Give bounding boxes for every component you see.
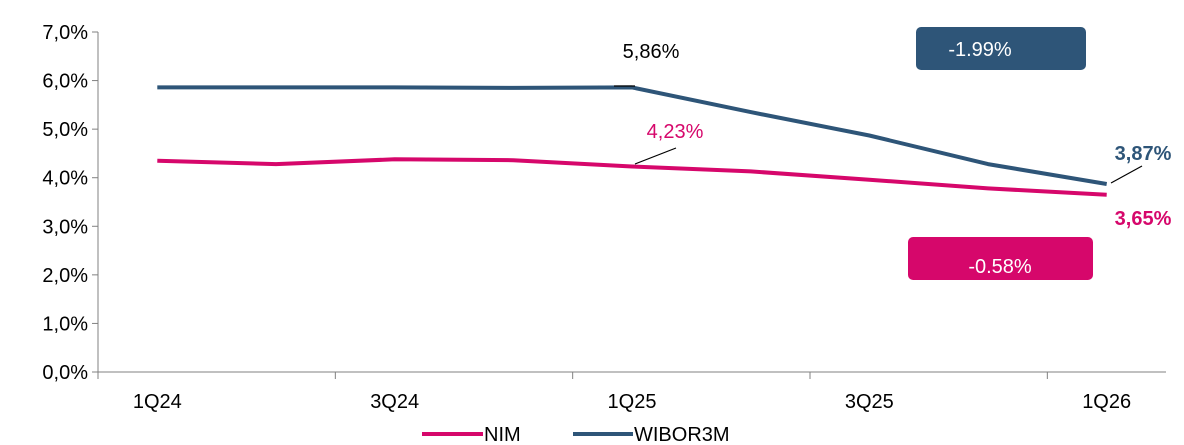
y-tick-label: 5,0% <box>42 119 88 141</box>
x-tick-label: 3Q25 <box>845 391 894 413</box>
legend-nim-label: NIM <box>484 424 521 445</box>
wibor-series-line <box>157 85 1108 186</box>
wibor-change-badge <box>916 27 1086 70</box>
y-tick-label: 6,0% <box>42 71 88 93</box>
wibor-end-label: 3,87% <box>1115 143 1172 165</box>
y-tick-label: 1,0% <box>42 313 88 335</box>
y-tick-label: 0,0% <box>42 362 88 384</box>
y-axis-ticks: 0,0% 1,0% 2,0% 3,0% 4,0% 5,0% 6,0% 7,0% <box>42 22 98 384</box>
nim-change-badge-text: -0.58% <box>968 256 1032 278</box>
nim-end-label: 3,65% <box>1115 208 1172 230</box>
x-tick-label: 1Q26 <box>1082 391 1131 413</box>
nim-peak-leader <box>634 147 677 165</box>
x-tick-label: 1Q25 <box>608 391 657 413</box>
y-tick-label: 3,0% <box>42 216 88 238</box>
y-tick-label: 2,0% <box>42 265 88 287</box>
wibor-end-leader <box>1110 165 1143 184</box>
x-tick-label: 1Q24 <box>133 391 182 413</box>
y-tick-label: 7,0% <box>42 22 88 44</box>
nim-series-line <box>157 157 1107 197</box>
y-tick-label: 4,0% <box>42 168 88 190</box>
wibor-peak-label: 5,86% <box>623 41 680 63</box>
nim-peak-label: 4,23% <box>647 121 704 143</box>
legend: NIM WIBOR3M <box>422 424 730 445</box>
x-axis-ticks: 1Q24 3Q24 1Q25 3Q25 1Q26 <box>97 372 1131 413</box>
x-tick-label: 3Q24 <box>370 391 419 413</box>
nim-change-badge <box>908 237 1093 280</box>
legend-wibor-label: WIBOR3M <box>634 424 730 445</box>
wibor-change-badge-text: -1.99% <box>948 39 1012 61</box>
